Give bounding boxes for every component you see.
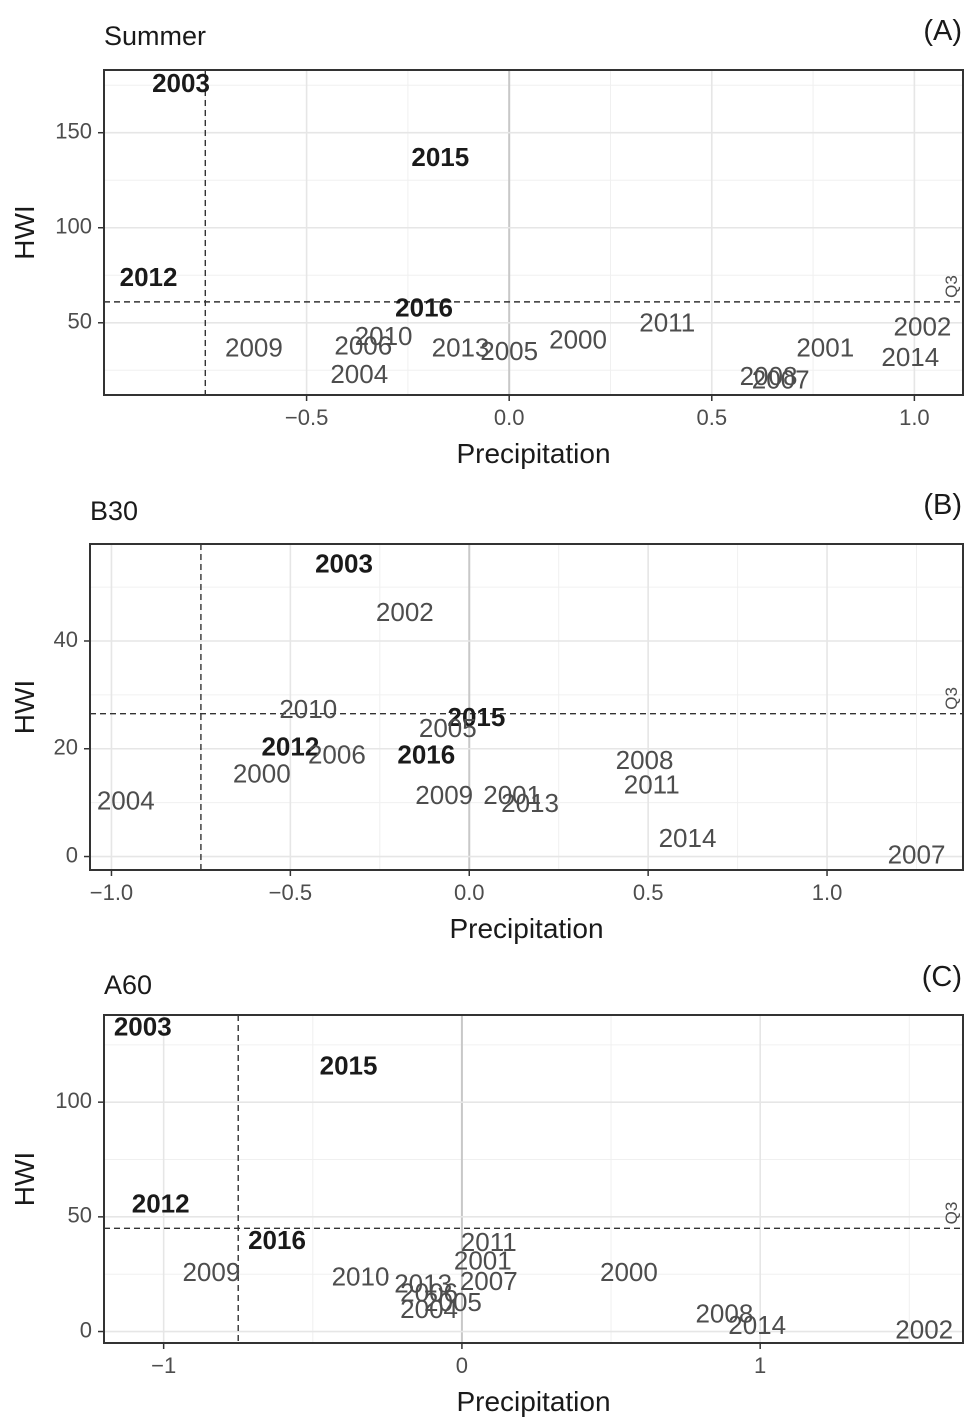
y-tick-label: 50 (68, 309, 92, 334)
point-label-2005: 2005 (424, 1287, 482, 1317)
q3-label: Q3 (942, 687, 961, 710)
point-label-2014: 2014 (728, 1310, 786, 1340)
point-label-2009: 2009 (182, 1257, 240, 1287)
y-axis-title: HWI (9, 680, 40, 734)
point-label-2001: 2001 (483, 780, 541, 810)
point-label-2011: 2011 (624, 769, 680, 799)
point-label-2016: 2016 (395, 292, 453, 322)
point-label-2013: 2013 (501, 788, 559, 818)
point-label-2009: 2009 (415, 780, 473, 810)
x-tick-label: 1.0 (899, 405, 930, 430)
panel-border (89, 543, 964, 871)
point-label-2008: 2008 (740, 361, 798, 391)
x-tick-label: −0.5 (285, 405, 328, 430)
y-tick-label: 150 (55, 119, 92, 144)
point-label-2014: 2014 (659, 823, 717, 853)
y-tick-label: 0 (80, 1317, 92, 1342)
point-label-2003: 2003 (114, 1012, 172, 1042)
y-tick-label: 20 (54, 735, 78, 760)
panel-tag: (C) (922, 961, 962, 993)
point-label-2016: 2016 (248, 1225, 306, 1255)
x-tick-label: 0 (456, 1353, 468, 1378)
point-label-2005: 2005 (480, 336, 538, 366)
point-label-2007: 2007 (752, 365, 810, 395)
point-label-2002: 2002 (376, 597, 434, 627)
x-tick-label: 0.0 (494, 405, 525, 430)
x-tick-label: 1.0 (812, 880, 843, 905)
point-label-2002: 2002 (895, 1314, 953, 1344)
point-label-2012: 2012 (120, 262, 178, 292)
x-tick-label: 0.5 (633, 880, 664, 905)
x-axis-title: Precipitation (456, 1386, 610, 1417)
point-label-2015: 2015 (320, 1051, 378, 1081)
point-label-2009: 2009 (225, 332, 283, 362)
point-label-2010: 2010 (279, 694, 337, 724)
y-axis-title: HWI (9, 205, 40, 259)
point-label-2001: 2001 (454, 1246, 512, 1276)
point-label-2007: 2007 (888, 839, 946, 869)
y-tick-label: 50 (68, 1203, 92, 1228)
y-tick-label: 100 (55, 1088, 92, 1113)
plot-background (104, 70, 963, 395)
point-label-2012: 2012 (261, 732, 319, 762)
point-label-2013: 2013 (394, 1269, 452, 1299)
point-label-2008: 2008 (695, 1298, 753, 1328)
x-tick-label: 0.0 (454, 880, 485, 905)
point-label-2004: 2004 (330, 359, 388, 389)
panel-border (103, 69, 964, 396)
x-tick-label: −0.5 (269, 880, 312, 905)
point-label-2003: 2003 (152, 68, 210, 98)
panel-tag: (A) (923, 15, 962, 47)
point-label-2010: 2010 (332, 1262, 390, 1292)
x-axis-title: Precipitation (449, 913, 603, 944)
point-label-2014: 2014 (881, 342, 939, 372)
y-tick-label: 40 (54, 627, 78, 652)
point-label-2004: 2004 (97, 786, 155, 816)
point-label-2006: 2006 (334, 330, 392, 360)
point-label-2000: 2000 (233, 759, 291, 789)
point-label-2016: 2016 (397, 740, 455, 770)
point-label-2006: 2006 (308, 740, 366, 770)
point-label-2015: 2015 (411, 142, 469, 172)
y-tick-label: 100 (55, 214, 92, 239)
x-tick-label: 0.5 (696, 405, 727, 430)
point-label-2007: 2007 (460, 1266, 518, 1296)
point-label-2015: 2015 (447, 702, 505, 732)
point-label-2004: 2004 (400, 1294, 458, 1324)
point-label-2008: 2008 (616, 745, 674, 775)
panel-border (103, 1014, 964, 1344)
panel-title: Summer (104, 21, 206, 51)
point-label-2010: 2010 (355, 321, 413, 351)
point-label-2011: 2011 (639, 308, 695, 338)
x-tick-label: −1 (151, 1353, 176, 1378)
x-tick-label: 1 (754, 1353, 766, 1378)
y-tick-label: 0 (66, 842, 78, 867)
point-label-2002: 2002 (894, 311, 952, 341)
point-label-2013: 2013 (432, 332, 490, 362)
panel-title: B30 (90, 496, 138, 526)
plot-background (104, 1015, 963, 1343)
x-axis-title: Precipitation (456, 438, 610, 469)
q3-label: Q3 (942, 1202, 961, 1225)
point-label-2012: 2012 (132, 1188, 190, 1218)
y-axis-title: HWI (9, 1152, 40, 1206)
point-label-2005: 2005 (419, 713, 477, 743)
point-label-2001: 2001 (796, 332, 854, 362)
x-tick-label: −1.0 (90, 880, 133, 905)
point-label-2000: 2000 (549, 325, 607, 355)
point-label-2000: 2000 (600, 1257, 658, 1287)
point-label-2003: 2003 (315, 548, 373, 578)
plot-background (90, 544, 963, 870)
q3-label: Q3 (942, 275, 961, 298)
point-label-2006: 2006 (400, 1278, 458, 1308)
panel-tag: (B) (923, 489, 962, 521)
panel-title: A60 (104, 970, 152, 1000)
point-label-2011: 2011 (461, 1227, 517, 1257)
